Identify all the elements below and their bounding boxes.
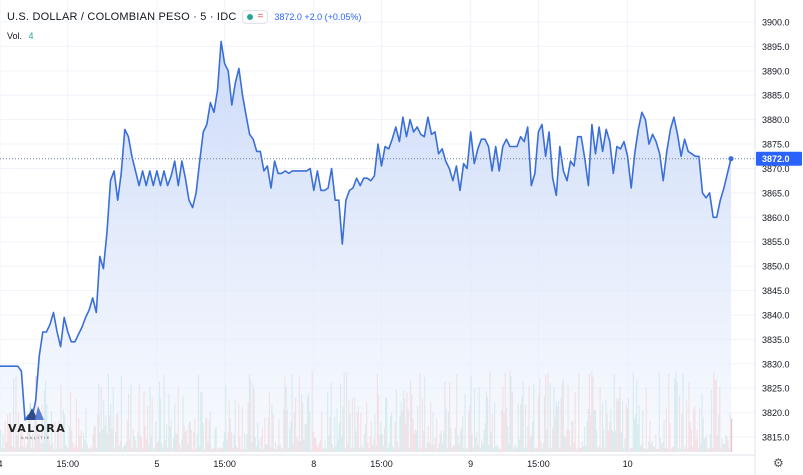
y-tick-label: 3860.0 xyxy=(762,213,790,223)
symbol-title: U.S. DOLLAR / COLOMBIAN PESO · 5 · IDC xyxy=(7,11,237,23)
logo-name: VALORA xyxy=(8,422,67,435)
volume-bar xyxy=(731,418,733,452)
y-tick-label: 3820.0 xyxy=(762,408,790,418)
logo-subtitle: ANALITIK xyxy=(21,435,51,440)
x-tick-label: 15:00 xyxy=(370,459,393,469)
y-tick-label: 3875.0 xyxy=(762,140,790,150)
y-tick-label: 3830.0 xyxy=(762,359,790,369)
gear-icon[interactable]: ⚙ xyxy=(773,456,784,470)
y-tick-label: 3880.0 xyxy=(762,115,790,125)
market-status-dot-icon xyxy=(247,14,254,20)
y-tick-label: 3900.0 xyxy=(762,18,790,28)
chart-legend: U.S. DOLLAR / COLOMBIAN PESO · 5 · IDC =… xyxy=(7,10,361,24)
x-tick-label: 9 xyxy=(468,459,473,469)
y-tick-label: 3865.0 xyxy=(762,188,790,198)
equals-icon: = xyxy=(257,11,264,22)
x-tick-label: 5 xyxy=(154,459,159,469)
y-tick-label: 3895.0 xyxy=(762,42,790,52)
x-tick-label: 15:00 xyxy=(527,459,550,469)
x-tick-label: 4 xyxy=(0,459,3,469)
status-pill[interactable]: = xyxy=(242,10,269,24)
x-tick-label: 10 xyxy=(623,459,633,469)
volume-value: 4 xyxy=(28,31,34,41)
last-price-label: 3872.0 xyxy=(762,154,790,164)
volume-label: Vol. xyxy=(7,31,23,41)
valora-logo: VALORA ANALITIK xyxy=(8,404,68,440)
y-tick-label: 3870.0 xyxy=(762,164,790,174)
last-price-dot xyxy=(728,156,734,162)
x-tick-label: 8 xyxy=(311,459,316,469)
y-tick-label: 3855.0 xyxy=(762,237,790,247)
x-tick-label: 15:00 xyxy=(213,459,236,469)
volume-legend: Vol. 4 xyxy=(7,31,34,41)
y-tick-label: 3815.0 xyxy=(762,433,790,443)
y-tick-label: 3840.0 xyxy=(762,310,790,320)
y-tick-label: 3835.0 xyxy=(762,335,790,345)
y-tick-label: 3885.0 xyxy=(762,91,790,101)
x-tick-label: 15:00 xyxy=(56,459,79,469)
y-tick-label: 3890.0 xyxy=(762,66,790,76)
y-tick-label: 3825.0 xyxy=(762,384,790,394)
last-price-badge xyxy=(756,151,802,166)
y-tick-label: 3845.0 xyxy=(762,286,790,296)
price-line xyxy=(0,40,732,421)
quote-text: 3872.0 +2.0 (+0.05%) xyxy=(274,12,362,22)
price-area xyxy=(0,41,731,452)
y-tick-label: 3850.0 xyxy=(762,262,790,272)
logo-mark-icon xyxy=(26,406,44,420)
